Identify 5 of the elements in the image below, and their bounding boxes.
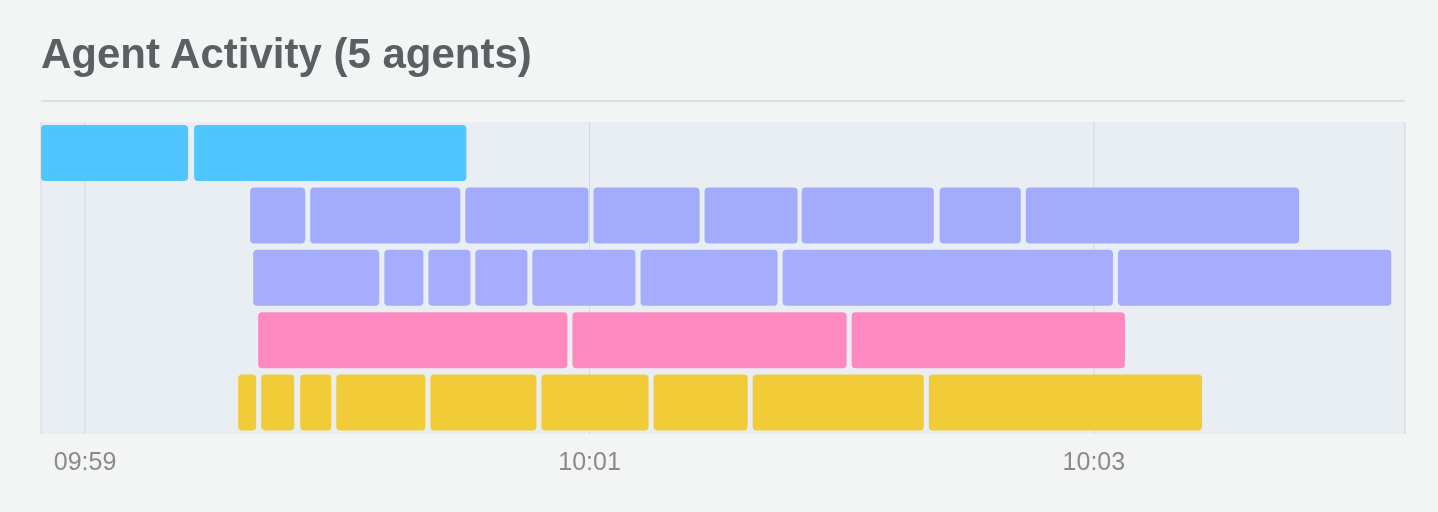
bar [928, 374, 1203, 431]
chart-title: Agent Activity (5 agents) [41, 30, 532, 78]
x-tick-label: 10:01 [558, 446, 621, 475]
x-tick-label: 09:59 [53, 446, 117, 475]
x-tick-label: 10:03 [1062, 446, 1126, 475]
